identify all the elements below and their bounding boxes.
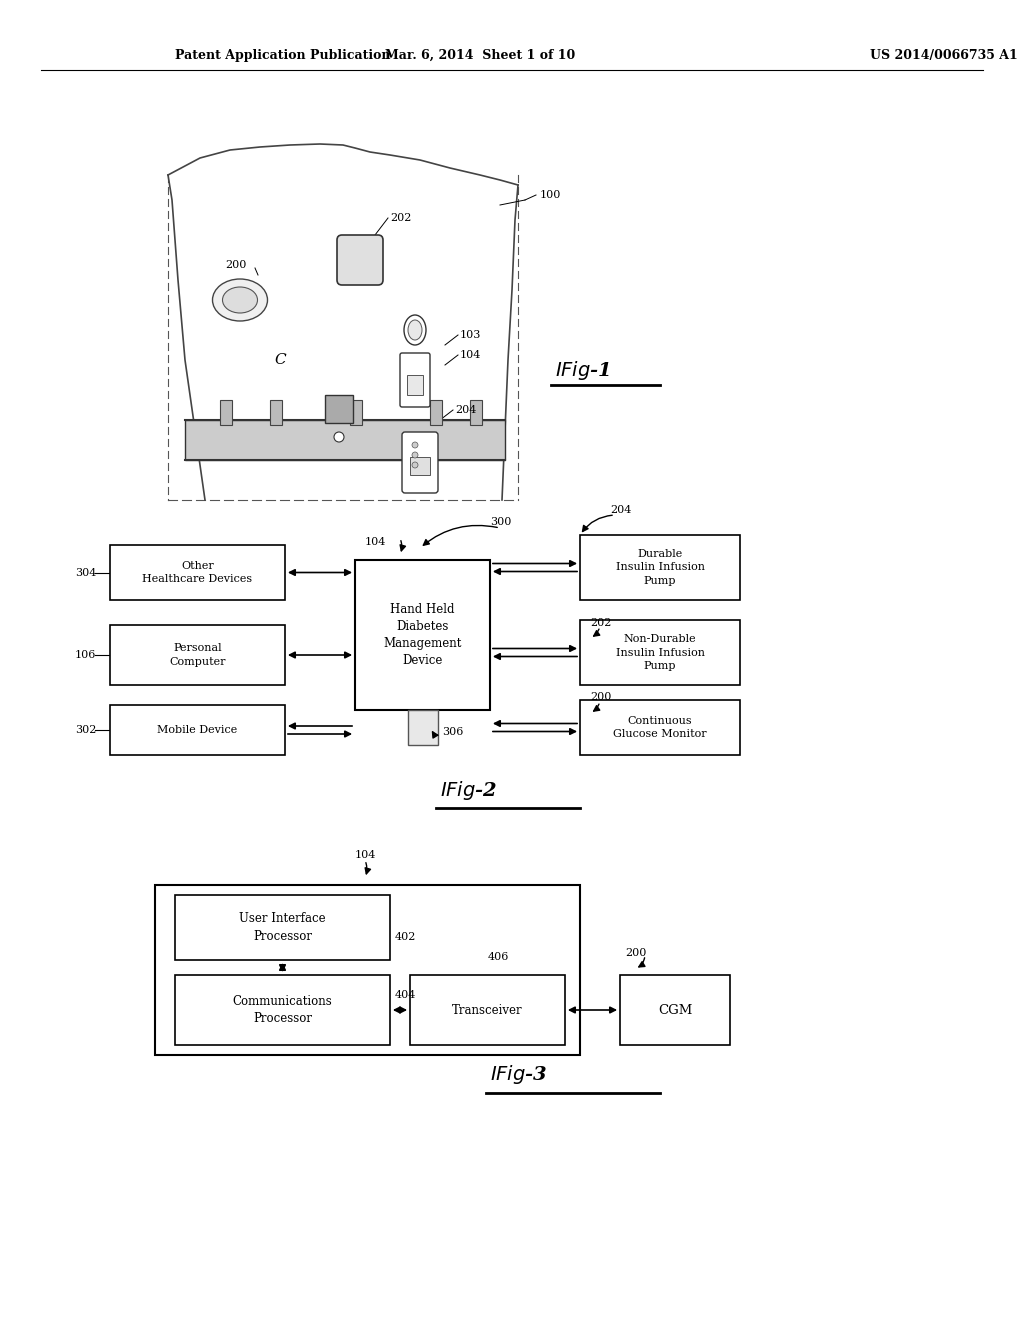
Text: User Interface
Processor: User Interface Processor xyxy=(240,912,326,942)
Ellipse shape xyxy=(213,279,267,321)
Text: Continuous
Glucose Monitor: Continuous Glucose Monitor xyxy=(613,715,707,739)
Bar xyxy=(410,457,430,475)
Text: 402: 402 xyxy=(395,932,417,942)
Text: CGM: CGM xyxy=(657,1003,692,1016)
Text: 404: 404 xyxy=(395,990,417,1001)
Text: 306: 306 xyxy=(442,727,464,737)
FancyBboxPatch shape xyxy=(400,352,430,407)
Text: 300: 300 xyxy=(490,517,511,527)
Circle shape xyxy=(412,451,418,458)
Bar xyxy=(580,620,740,685)
Text: Non-Durable
Insulin Infusion
Pump: Non-Durable Insulin Infusion Pump xyxy=(615,635,705,671)
Text: Mar. 6, 2014  Sheet 1 of 10: Mar. 6, 2014 Sheet 1 of 10 xyxy=(385,49,575,62)
Bar xyxy=(410,975,565,1045)
Text: Patent Application Publication: Patent Application Publication xyxy=(175,49,390,62)
Bar xyxy=(110,624,285,685)
Text: 104: 104 xyxy=(365,537,386,546)
Text: 100: 100 xyxy=(540,190,561,201)
Bar xyxy=(355,560,490,710)
Text: 103: 103 xyxy=(460,330,481,341)
Text: Communications
Processor: Communications Processor xyxy=(232,995,333,1026)
Bar xyxy=(470,400,482,425)
Text: $\mathit{IFig}$-1: $\mathit{IFig}$-1 xyxy=(555,359,610,381)
Bar xyxy=(175,895,390,960)
Ellipse shape xyxy=(404,315,426,345)
Bar xyxy=(350,400,362,425)
Bar xyxy=(580,535,740,601)
Text: US 2014/0066735 A1: US 2014/0066735 A1 xyxy=(870,49,1018,62)
Bar xyxy=(620,975,730,1045)
FancyBboxPatch shape xyxy=(337,235,383,285)
Text: 200: 200 xyxy=(225,260,247,271)
Circle shape xyxy=(412,442,418,447)
Text: $\mathit{IFig}$-3: $\mathit{IFig}$-3 xyxy=(490,1064,548,1086)
Bar xyxy=(407,375,423,395)
Text: 202: 202 xyxy=(390,213,412,223)
Bar xyxy=(430,400,442,425)
Text: 204: 204 xyxy=(455,405,476,414)
Text: Hand Held
Diabetes
Management
Device: Hand Held Diabetes Management Device xyxy=(383,603,462,667)
Bar xyxy=(220,400,232,425)
Bar xyxy=(110,705,285,755)
Ellipse shape xyxy=(222,286,257,313)
Text: $\mathit{IFig}$-2: $\mathit{IFig}$-2 xyxy=(440,779,498,801)
Text: 200: 200 xyxy=(590,693,611,702)
Bar xyxy=(155,884,580,1055)
Text: Transceiver: Transceiver xyxy=(453,1003,523,1016)
Bar xyxy=(580,700,740,755)
Text: 302: 302 xyxy=(75,725,96,735)
FancyBboxPatch shape xyxy=(402,432,438,492)
Text: Durable
Insulin Infusion
Pump: Durable Insulin Infusion Pump xyxy=(615,549,705,586)
Bar xyxy=(325,395,353,422)
Text: C: C xyxy=(274,352,286,367)
Bar xyxy=(270,400,282,425)
Bar xyxy=(110,545,285,601)
Bar xyxy=(175,975,390,1045)
Text: Other
Healthcare Devices: Other Healthcare Devices xyxy=(142,561,253,583)
Text: 200: 200 xyxy=(625,948,646,958)
Text: 406: 406 xyxy=(487,952,509,962)
Ellipse shape xyxy=(408,319,422,341)
Text: 106: 106 xyxy=(75,649,96,660)
Text: 202: 202 xyxy=(590,618,611,627)
Circle shape xyxy=(334,432,344,442)
Text: Personal
Computer: Personal Computer xyxy=(169,643,225,667)
Circle shape xyxy=(412,462,418,469)
Text: Mobile Device: Mobile Device xyxy=(158,725,238,735)
Bar xyxy=(408,710,437,744)
Text: 104: 104 xyxy=(355,850,377,861)
Text: 104: 104 xyxy=(460,350,481,360)
Text: 204: 204 xyxy=(610,506,632,515)
Bar xyxy=(185,420,505,459)
Text: 304: 304 xyxy=(75,568,96,578)
